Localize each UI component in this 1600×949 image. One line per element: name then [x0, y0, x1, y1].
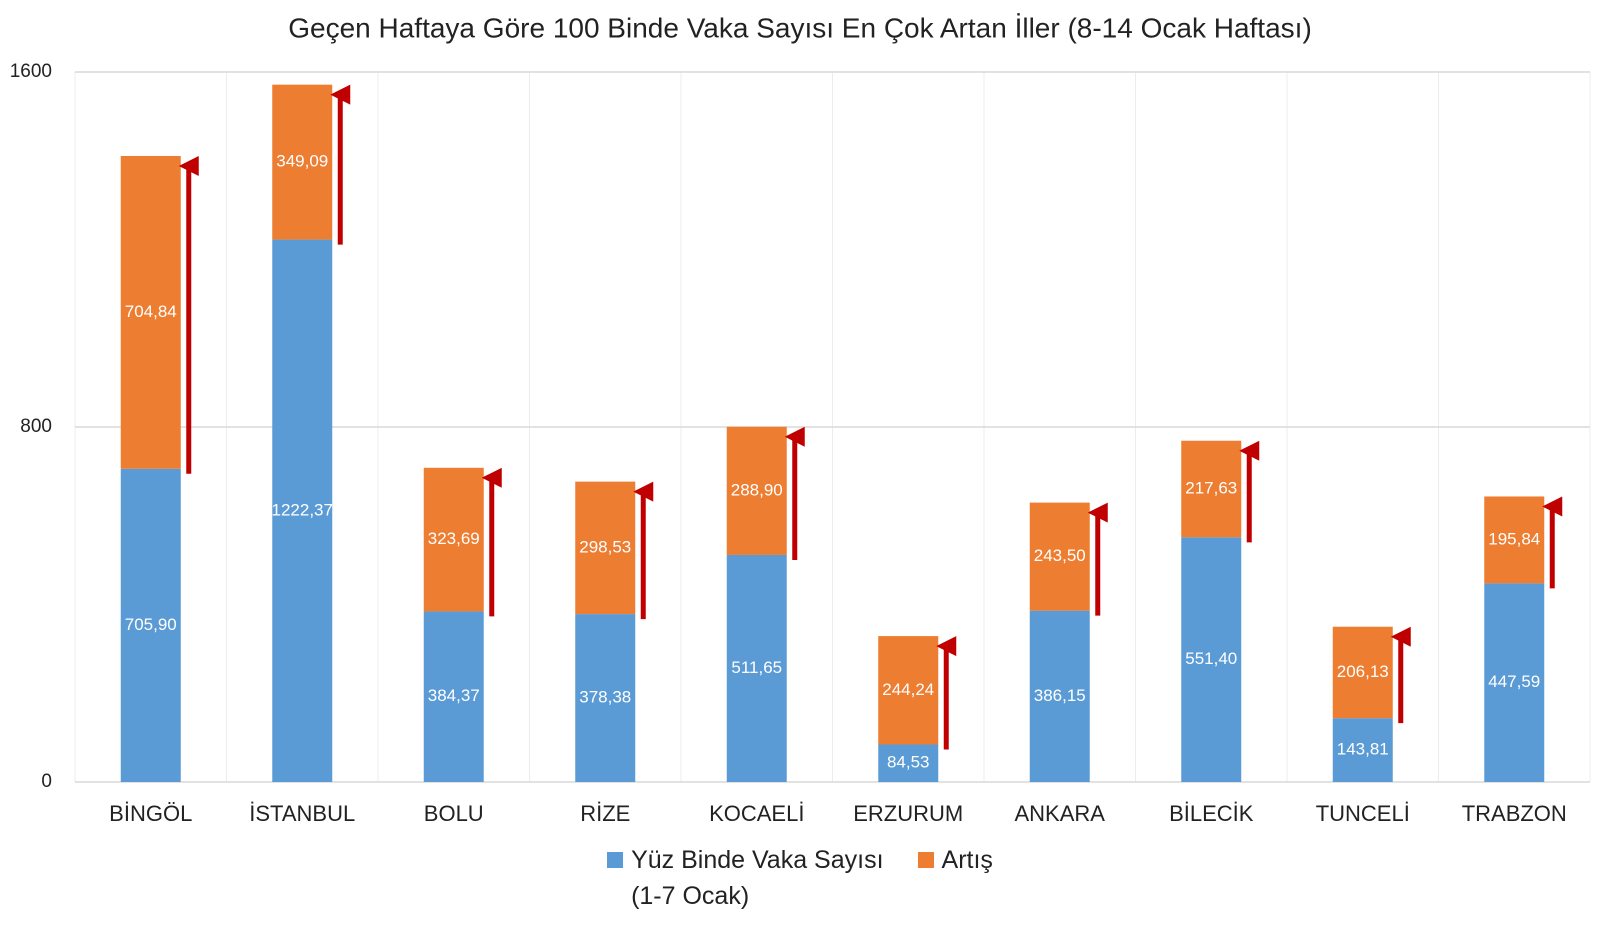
bar-segment — [272, 84, 333, 240]
x-tick-label: KOCAELİ — [709, 801, 804, 826]
bar-segment — [1332, 626, 1393, 719]
value-label: 84,53 — [887, 753, 930, 772]
bar-segment — [1181, 537, 1242, 782]
legend-swatch — [607, 852, 624, 868]
x-tick-label: BİLECİK — [1169, 801, 1254, 826]
bar-segment — [1332, 718, 1393, 782]
value-label: 143,81 — [1337, 740, 1389, 759]
bar-segment — [726, 426, 787, 555]
value-label: 206,13 — [1337, 662, 1389, 681]
value-label: 1222,37 — [272, 500, 333, 519]
legend-label: Artış — [941, 846, 993, 874]
bar-segment — [878, 744, 939, 782]
bar-segment — [423, 611, 484, 782]
x-tick-label: TRABZON — [1462, 801, 1567, 826]
bar-segment — [272, 239, 333, 783]
x-tick-label: BOLU — [424, 801, 484, 826]
legend: Yüz Binde Vaka Sayısı (1-7 Ocak) Artış — [0, 842, 1600, 914]
legend-item: Artış — [917, 842, 993, 914]
bar-segment — [575, 481, 636, 615]
x-tick-label: RİZE — [580, 801, 630, 826]
y-tick-label: 1600 — [10, 61, 52, 82]
value-label: 243,50 — [1034, 546, 1086, 565]
chart-title: Geçen Haftaya Göre 100 Binde Vaka Sayısı… — [288, 12, 1312, 43]
value-label: 244,24 — [882, 680, 934, 699]
legend-swatch — [917, 852, 934, 868]
legend-label: Yüz Binde Vaka Sayısı (1-7 Ocak) — [631, 846, 884, 910]
value-label: 705,90 — [125, 615, 177, 634]
value-label: 217,63 — [1185, 479, 1237, 498]
bar-segment — [726, 554, 787, 782]
legend-item: Yüz Binde Vaka Sayısı (1-7 Ocak) — [607, 842, 884, 914]
bar-segment — [423, 467, 484, 612]
x-tick-label: İSTANBUL — [249, 801, 355, 826]
value-label: 378,38 — [579, 688, 631, 707]
value-label: 349,09 — [276, 152, 328, 171]
value-label: 288,90 — [731, 480, 783, 499]
bar-segment — [120, 155, 181, 469]
x-tick-label: BİNGÖL — [109, 801, 192, 826]
value-label: 386,15 — [1034, 686, 1086, 705]
y-tick-label: 0 — [41, 771, 52, 792]
value-label: 298,53 — [579, 537, 631, 556]
x-tick-label: ERZURUM — [853, 801, 963, 826]
bar-segment — [1484, 583, 1545, 782]
bar-segment — [1029, 610, 1090, 782]
value-label: 447,59 — [1488, 672, 1540, 691]
bar-segment — [878, 636, 939, 745]
y-tick-label: 800 — [20, 416, 52, 437]
value-label: 704,84 — [125, 302, 177, 321]
value-label: 323,69 — [428, 529, 480, 548]
bar-segment — [1181, 440, 1242, 538]
x-tick-label: ANKARA — [1015, 801, 1106, 826]
value-label: 551,40 — [1185, 649, 1237, 668]
value-label: 384,37 — [428, 686, 480, 705]
bar-segment — [120, 468, 181, 782]
bar-segment — [1029, 502, 1090, 611]
bar-segment — [575, 614, 636, 782]
value-label: 195,84 — [1488, 529, 1540, 548]
bar-segment — [1484, 496, 1545, 584]
value-label: 511,65 — [731, 658, 782, 677]
x-tick-label: TUNCELİ — [1316, 801, 1410, 826]
